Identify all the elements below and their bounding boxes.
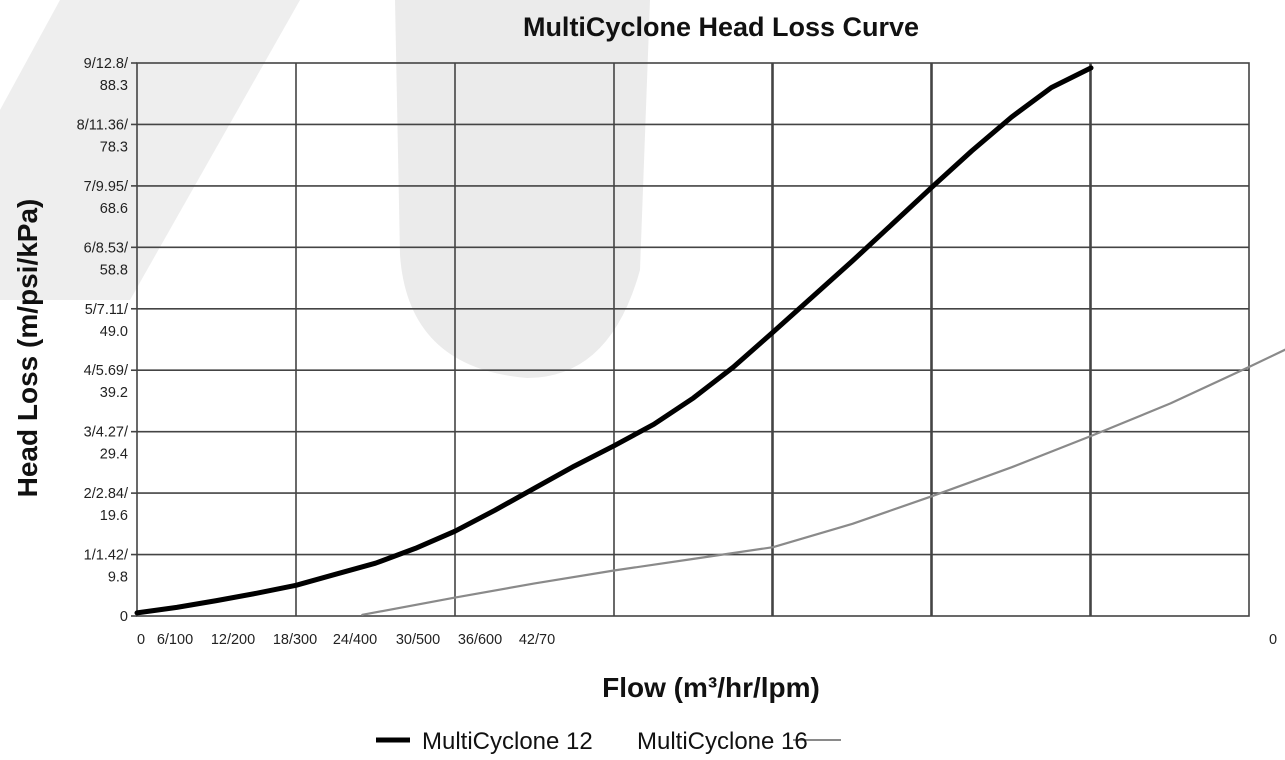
series-line-multicyclone-12: [134, 65, 1094, 616]
y-tick-label: 3/4.27/: [84, 425, 129, 441]
y-tick-label: 29.4: [100, 447, 128, 463]
legend: MultiCyclone 12 MultiCyclone 16: [376, 728, 841, 755]
y-tick-label: 39.2: [100, 385, 128, 401]
x-tick-label: 36/600: [458, 632, 502, 648]
y-tick-label: 4/5.69/: [84, 363, 129, 379]
y-tick-label: 19.6: [100, 508, 128, 524]
plot-frame: [136, 62, 1250, 617]
y-tick-label: 8/11.36/: [77, 117, 129, 133]
series-line-multicyclone-16: [361, 348, 1285, 616]
y-axis-title: Head Loss (m/psi/kPa): [12, 199, 43, 498]
y-tick-label: 49.0: [100, 324, 128, 340]
x-tick-label: 0: [137, 632, 145, 648]
x-tick-label: 24/400: [333, 632, 377, 648]
y-tick-label: 0: [120, 609, 128, 625]
chart-title: MultiCyclone Head Loss Curve: [523, 12, 919, 42]
series-layer: [134, 65, 1285, 616]
y-tick-label: 2/2.84/: [84, 486, 129, 502]
y-tick-label: 1/1.42/: [84, 548, 129, 564]
y-tick-label: 58.8: [100, 262, 128, 278]
x-tick-label: 18/300: [273, 632, 317, 648]
legend-label-multicyclone-16: MultiCyclone 16: [637, 728, 808, 755]
x-tick-labels: 0 6/100 12/200 18/300 24/400 30/500 36/600 42/7…: [137, 632, 1277, 648]
watermark-logo: [0, 0, 650, 378]
x-tick-label: 42/70: [519, 632, 555, 648]
x-tick-label: 6/100: [157, 632, 193, 648]
x-tick-label: 30/500: [396, 632, 440, 648]
y-tick-label: 5/7.11/: [85, 302, 129, 318]
grid: [131, 62, 1249, 617]
legend-label-multicyclone-12: MultiCyclone 12: [422, 728, 593, 755]
x-tick-label: 0: [1269, 632, 1277, 648]
x-axis-title: Flow (m³/hr/lpm): [602, 672, 820, 703]
y-tick-labels: 0 1/1.42/9.8 2/2.84/19.6 3/4.27/29.4 4/5.69/…: [77, 56, 129, 625]
y-tick-label: 78.3: [100, 139, 128, 155]
y-tick-label: 68.6: [100, 201, 128, 217]
y-tick-label: 9.8: [108, 570, 128, 586]
x-tick-label: 12/200: [211, 632, 255, 648]
y-tick-label: 9/12.8/: [84, 56, 129, 72]
y-tick-label: 6/8.53/: [84, 240, 129, 256]
y-tick-label: 7/9.95/: [84, 179, 129, 195]
y-tick-label: 88.3: [100, 78, 128, 94]
